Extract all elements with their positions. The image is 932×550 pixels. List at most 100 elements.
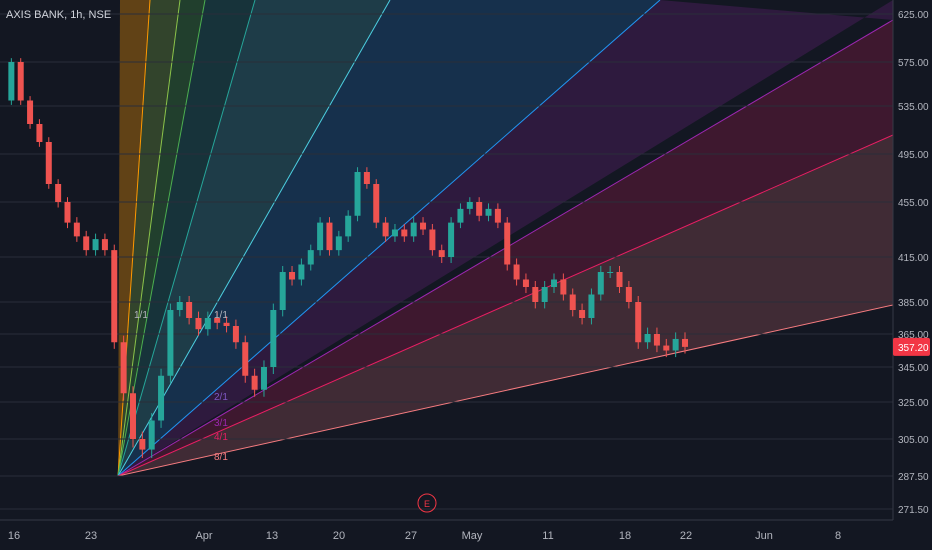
candle-body: [204, 318, 211, 330]
candle-body: [167, 310, 174, 376]
candle-body: [410, 222, 417, 237]
candle-body: [55, 184, 62, 202]
candle-body: [242, 342, 249, 376]
y-tick-label: 385.00: [898, 298, 929, 309]
y-tick-label: 575.00: [898, 58, 929, 69]
x-tick-label: 27: [405, 530, 417, 542]
time-axis-bg: [0, 520, 932, 550]
event-marker: [417, 493, 437, 513]
x-tick-label: 22: [680, 530, 692, 542]
candle-body: [494, 208, 501, 223]
candle-body: [232, 326, 239, 343]
y-tick-label: 287.50: [898, 472, 929, 483]
candle-body: [214, 318, 221, 323]
candle-body: [73, 222, 80, 237]
candle-body: [92, 239, 99, 251]
candle-body: [186, 302, 193, 318]
x-tick-label: 11: [542, 530, 553, 542]
candle-body: [64, 202, 71, 223]
candle-body: [401, 229, 408, 237]
fan-label: 8/1: [214, 452, 228, 463]
candle-body: [307, 250, 314, 265]
candle-body: [326, 222, 333, 251]
fan-ray: [117, 0, 661, 477]
candle-body: [279, 272, 286, 310]
x-tick-label: 16: [8, 530, 20, 542]
candle-body: [17, 62, 24, 101]
candle-body: [27, 100, 34, 124]
candle-body: [522, 279, 529, 287]
candle-body: [457, 208, 464, 223]
x-tick-label: 8: [835, 530, 841, 542]
candle-body: [195, 318, 202, 330]
candle-body: [139, 439, 146, 450]
candle-body: [129, 393, 136, 439]
candle-body: [101, 239, 108, 251]
candle-body: [644, 334, 651, 343]
candle-body: [635, 302, 642, 343]
x-tick-label: Apr: [195, 530, 212, 542]
y-tick-label: 345.00: [898, 363, 929, 374]
candle-body: [672, 338, 679, 351]
y-tick-label: 365.00: [898, 330, 929, 341]
x-tick-label: Jun: [755, 530, 773, 542]
candle-body: [8, 62, 15, 101]
candle-body: [45, 142, 52, 184]
x-tick-label: 13: [266, 530, 278, 542]
candle-body: [476, 202, 483, 216]
candle-body: [560, 279, 567, 295]
candle-body: [111, 250, 118, 343]
candle-body: [270, 310, 277, 367]
candle-body: [260, 367, 267, 390]
y-tick-label: 271.50: [898, 505, 929, 516]
x-tick-label: 18: [619, 530, 631, 542]
candle-body: [148, 420, 155, 450]
candle-body: [485, 208, 492, 216]
candle-body: [429, 229, 436, 251]
fan-labels: 1/1 1/1 2/1 3/1 4/1 8/1: [134, 310, 228, 463]
candles: [8, 58, 688, 459]
candle-body: [335, 236, 342, 251]
x-tick-label: 23: [85, 530, 97, 542]
grid: [0, 13, 893, 510]
x-tick-label: May: [462, 530, 483, 542]
fan-label: 2/1: [214, 392, 228, 403]
candle-body: [354, 172, 361, 216]
candle-body: [504, 222, 511, 265]
candle-body: [420, 222, 427, 230]
y-tick-label: 305.00: [898, 435, 929, 446]
candle-body: [541, 287, 548, 302]
y-tick-label: 415.00: [898, 253, 929, 264]
candle-body: [532, 287, 539, 302]
candle-body: [466, 202, 473, 209]
candle-body: [682, 338, 688, 347]
fan-ray: [117, 0, 256, 477]
candle-body: [569, 294, 576, 310]
candle-body: [251, 375, 258, 390]
candle-body: [382, 222, 389, 237]
candle-body: [597, 272, 604, 295]
fan-label: 1/1: [134, 310, 148, 321]
fan-label: 3/1: [214, 418, 228, 429]
event-marker-label: E: [424, 499, 430, 509]
candle-body: [653, 334, 660, 346]
candle-body: [176, 302, 183, 310]
fan-ray: [117, 134, 894, 477]
candle-body: [317, 222, 324, 251]
candle-body: [663, 345, 670, 351]
fan-ray: [117, 0, 181, 477]
candle-body: [448, 222, 455, 257]
symbol-title: AXIS BANK, 1h, NSE: [6, 9, 112, 21]
candle-body: [345, 215, 352, 237]
price-axis-bg: [893, 0, 932, 550]
fan-label: 4/1: [214, 432, 228, 443]
candle-body: [373, 184, 380, 223]
candle-body: [289, 272, 296, 280]
candle-body: [607, 272, 614, 273]
candle-body: [223, 322, 230, 326]
candle-body: [625, 287, 632, 302]
candle-body: [158, 375, 165, 421]
candle-body: [588, 294, 595, 318]
